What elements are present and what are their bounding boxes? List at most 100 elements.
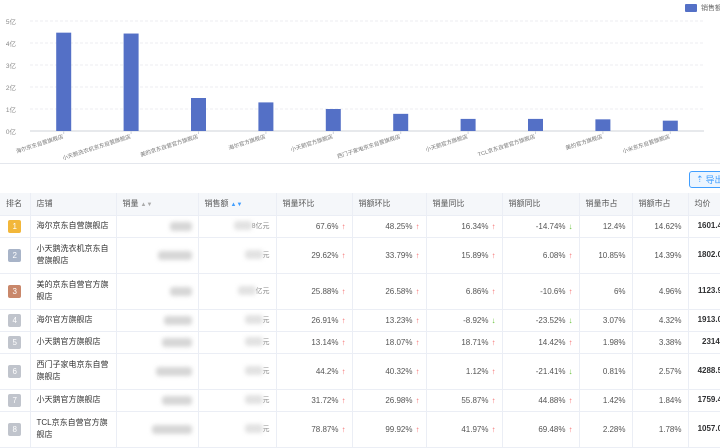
store-name[interactable]: 西门子家电京东自营旗舰店 [36, 360, 109, 381]
arrow-down-icon: ↓ [491, 315, 496, 325]
volume-share-cell: 12.4% [579, 215, 633, 238]
amount-yoy-cell: 44.88% ↑ [502, 389, 580, 412]
sales-amount: 元 [244, 424, 270, 434]
amount-mom-value: 40.32% [385, 366, 413, 376]
store-name[interactable]: 美的京东自营官方旗舰店 [36, 280, 109, 301]
sales-volume-cell [116, 411, 199, 448]
amount-mom-value: 33.79% [385, 250, 413, 260]
redacted-value [151, 424, 192, 434]
redacted-value [169, 286, 192, 296]
bar[interactable] [528, 118, 543, 131]
column-header: 销量同比 [426, 193, 503, 216]
sort-icon[interactable]: ▲▼ [230, 202, 243, 209]
amount-yoy-value: 14.42% [538, 337, 566, 347]
rank-badge: 4 [8, 313, 22, 327]
column-header-label: 销量环比 [282, 199, 315, 209]
redacted-value [244, 424, 263, 434]
volume-yoy-value: -8.92% [463, 315, 489, 325]
store-name[interactable]: TCL京东自营官方旗舰店 [36, 418, 108, 439]
volume-share-value: 12.4% [602, 221, 626, 231]
sales-volume-cell [116, 353, 199, 390]
bar[interactable] [258, 102, 274, 131]
store-name[interactable]: 海尔京东自营旗舰店 [36, 221, 109, 230]
amount-yoy-value: 69.48% [538, 424, 566, 434]
legend-label: 销售额 [701, 5, 720, 12]
table-row[interactable]: 5 小天鹅官方旗舰店元 13.14% ↑ 18.07% ↑ 18.71% ↑ 14.42% ↑ 1.… [0, 331, 720, 354]
volume-mom-cell: 78.87% ↑ [276, 411, 353, 448]
arrow-down-icon: ↓ [568, 366, 573, 376]
volume-share-cell: 2.28% [579, 411, 633, 448]
store-cell[interactable]: 美的京东自营官方旗舰店 [30, 273, 117, 310]
arrow-up-icon: ↑ [491, 337, 496, 347]
bar[interactable] [393, 113, 409, 131]
y-tick-label: 2亿 [6, 83, 17, 92]
store-name[interactable]: 海尔官方旗舰店 [36, 315, 93, 324]
table-row[interactable]: 7 小天鹅官方旗舰店元 31.72% ↑ 26.98% ↑ 55.87% ↑ 44.88% ↑ 1.… [0, 389, 720, 412]
amount-mom-value: 99.92% [385, 424, 413, 434]
volume-yoy-value: 1.12% [465, 366, 489, 376]
avg-price-cell: 1057.07元 [688, 411, 720, 448]
amount-mom-value: 13.23% [385, 315, 413, 325]
column-header-label: 销售额 [204, 199, 229, 209]
export-button[interactable]: ⇡ 导出 [689, 171, 720, 188]
store-cell[interactable]: 小天鹅官方旗舰店 [30, 389, 117, 412]
store-cell[interactable]: 海尔京东自营旗舰店 [30, 215, 117, 238]
bar[interactable] [595, 119, 611, 131]
amount-yoy-cell: 69.48% ↑ [502, 411, 580, 448]
avg-price-cell: 1601.44元 [688, 215, 720, 238]
amount-share-cell: 4.96% [632, 273, 689, 310]
amount-mom-cell: 26.58% ↑ [352, 273, 427, 310]
store-cell[interactable]: 小天鹅洗衣机京东自营旗舰店 [30, 237, 117, 274]
arrow-up-icon: ↑ [415, 221, 420, 231]
bar[interactable] [191, 98, 206, 131]
table-row[interactable]: 2 小天鹅洗衣机京东自营旗舰店元 29.62% ↑ 33.79% ↑ 15.89% ↑ 6.08… [0, 237, 720, 274]
table-header-row: 排名 店铺 销量 ▲▼ 销售额 ▲▼ 销量环比 销额环比 销量同比 销额同比 销量市占 销额市占 均价 [0, 193, 720, 216]
arrow-up-icon: ↑ [341, 395, 346, 405]
arrow-up-icon: ↑ [491, 221, 496, 231]
column-header[interactable]: 销量 ▲▼ [116, 193, 199, 216]
volume-mom-value: 31.72% [311, 395, 339, 405]
column-header[interactable]: 销售额 ▲▼ [198, 193, 277, 216]
table-row[interactable]: 3 美的京东自营官方旗舰店 亿元 25.88% ↑ 26.58% ↑ 6.86% ↑ -10.6%… [0, 273, 720, 310]
table-row[interactable]: 8 TCL京东自营官方旗舰店元 78.87% ↑ 99.92% ↑ 41.97% ↑ 69.48… [0, 411, 720, 448]
bar[interactable] [123, 33, 139, 131]
volume-share-value: 3.07% [602, 315, 626, 325]
arrow-up-icon: ↑ [341, 286, 346, 296]
table-row[interactable]: 1 海尔京东自营旗舰店 8亿元 67.6% ↑ 48.25% ↑ 16.34% ↑ -14.74%… [0, 215, 720, 238]
redacted-value [163, 315, 192, 325]
bar[interactable] [662, 120, 678, 131]
amount-yoy-cell: -21.41% ↓ [502, 353, 580, 390]
store-cell[interactable]: 小天鹅官方旗舰店 [30, 331, 117, 354]
ranking-table-wrap: 排名 店铺 销量 ▲▼ 销售额 ▲▼ 销量环比 销额环比 销量同比 销额同比 销量市占 销额市占 均价 … [0, 193, 720, 448]
arrow-up-icon: ↑ [568, 424, 573, 434]
redacted-value [244, 337, 263, 347]
x-tick-label: 小天鹅官方旗舰店 [290, 132, 335, 153]
arrow-up-icon: ↑ [341, 366, 346, 376]
sales-volume-cell [116, 273, 199, 310]
redacted-value [161, 337, 192, 347]
y-tick-label: 5亿 [6, 17, 17, 26]
avg-price-cell: 1759.48元 [688, 389, 720, 412]
store-name[interactable]: 小天鹅官方旗舰店 [36, 395, 101, 404]
amount-share-cell: 3.38% [632, 331, 689, 354]
store-cell[interactable]: 西门子家电京东自营旗舰店 [30, 353, 117, 390]
store-cell[interactable]: 海尔官方旗舰店 [30, 309, 117, 332]
amount-yoy-value: -23.52% [535, 315, 566, 325]
sales-amount-unit: 元 [262, 397, 270, 404]
store-name[interactable]: 小天鹅官方旗舰店 [36, 337, 101, 346]
column-header-label: 销量市占 [585, 199, 618, 209]
table-row[interactable]: 6 西门子家电京东自营旗舰店元 44.2% ↑ 40.32% ↑ 1.12% ↑ -21.41%… [0, 353, 720, 390]
volume-yoy-value: 15.89% [461, 250, 489, 260]
bar[interactable] [325, 109, 341, 131]
volume-mom-value: 44.2% [315, 366, 339, 376]
store-name[interactable]: 小天鹅洗衣机京东自营旗舰店 [36, 244, 109, 265]
amount-share-value: 4.32% [658, 315, 682, 325]
bar[interactable] [460, 118, 476, 131]
table-row[interactable]: 4 海尔官方旗舰店元 26.91% ↑ 13.23% ↑ -8.92% ↓ -23.52% ↓ 3.… [0, 309, 720, 332]
volume-mom-cell: 25.88% ↑ [276, 273, 353, 310]
chart-legend[interactable]: 销售额 [685, 3, 720, 13]
rank-cell: 5 [0, 331, 31, 354]
store-cell[interactable]: TCL京东自营官方旗舰店 [30, 411, 117, 448]
bar[interactable] [56, 32, 72, 131]
sort-icon[interactable]: ▲▼ [140, 202, 153, 209]
